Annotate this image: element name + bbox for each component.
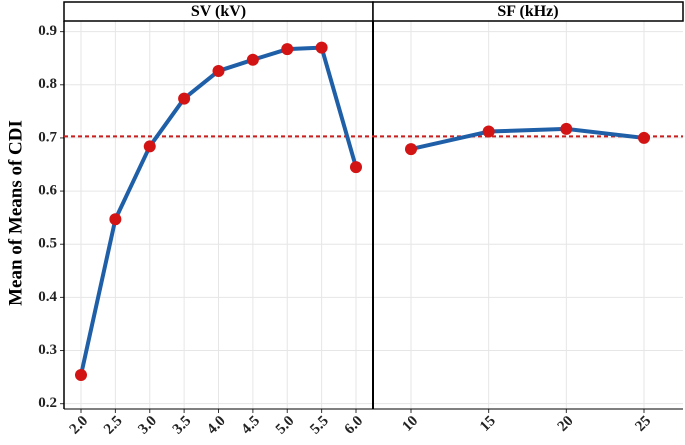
- x-tick-label: 4.0: [204, 413, 229, 438]
- x-tick-label: 2.5: [101, 413, 126, 438]
- y-tick-label: 0.9: [38, 23, 57, 39]
- x-tick-label: 25: [632, 413, 654, 435]
- y-axis-label: Mean of Means of CDI: [5, 120, 26, 306]
- panel-title: SF (kHz): [497, 3, 558, 20]
- x-tick-label: 15: [477, 413, 499, 435]
- panels: SV (kV) 2.0 2.5 3.0 3.5 4.0 4.5 5.0 5.5 6.0 SF (kH…: [63, 1, 684, 438]
- data-point: [246, 53, 259, 66]
- series-line: [410, 126, 645, 152]
- x-tick-label: 20: [555, 413, 577, 435]
- x-tick-label: 4.5: [239, 413, 264, 438]
- y-tick-label: 0.5: [38, 236, 57, 252]
- data-point: [75, 368, 87, 381]
- data-point: [560, 122, 573, 135]
- y-tick-label: 0.6: [38, 183, 57, 199]
- data-point: [143, 140, 156, 153]
- data-point: [638, 131, 650, 144]
- data-point: [109, 213, 122, 226]
- data-point: [212, 64, 225, 77]
- data-point: [178, 92, 191, 105]
- y-tick-label: 0.4: [38, 289, 57, 305]
- y-tick-label: 0.2: [38, 395, 57, 411]
- data-point: [482, 125, 495, 138]
- data-point: [350, 161, 362, 174]
- panel-title: SV (kV): [191, 3, 246, 20]
- x-tick-label: 2.0: [67, 413, 92, 438]
- data-point: [405, 143, 417, 156]
- y-tick-label: 0.7: [38, 129, 57, 145]
- y-axis-ticks: 0.2 0.3 0.4 0.5 0.6 0.7 0.8 0.9: [38, 23, 64, 411]
- x-tick-label: 10: [399, 413, 421, 435]
- data-point: [281, 43, 294, 56]
- series-layer: [75, 41, 650, 381]
- y-tick-label: 0.8: [38, 76, 57, 92]
- x-tick-label: 3.0: [135, 413, 160, 438]
- y-tick-label: 0.3: [38, 342, 57, 358]
- x-tick-label: 5.5: [307, 413, 332, 438]
- x-tick-label: 6.0: [342, 413, 367, 438]
- data-point: [315, 41, 328, 54]
- x-tick-label: 5.0: [273, 413, 298, 438]
- x-tick-label: 3.5: [170, 413, 195, 438]
- panel-strip: [372, 1, 684, 22]
